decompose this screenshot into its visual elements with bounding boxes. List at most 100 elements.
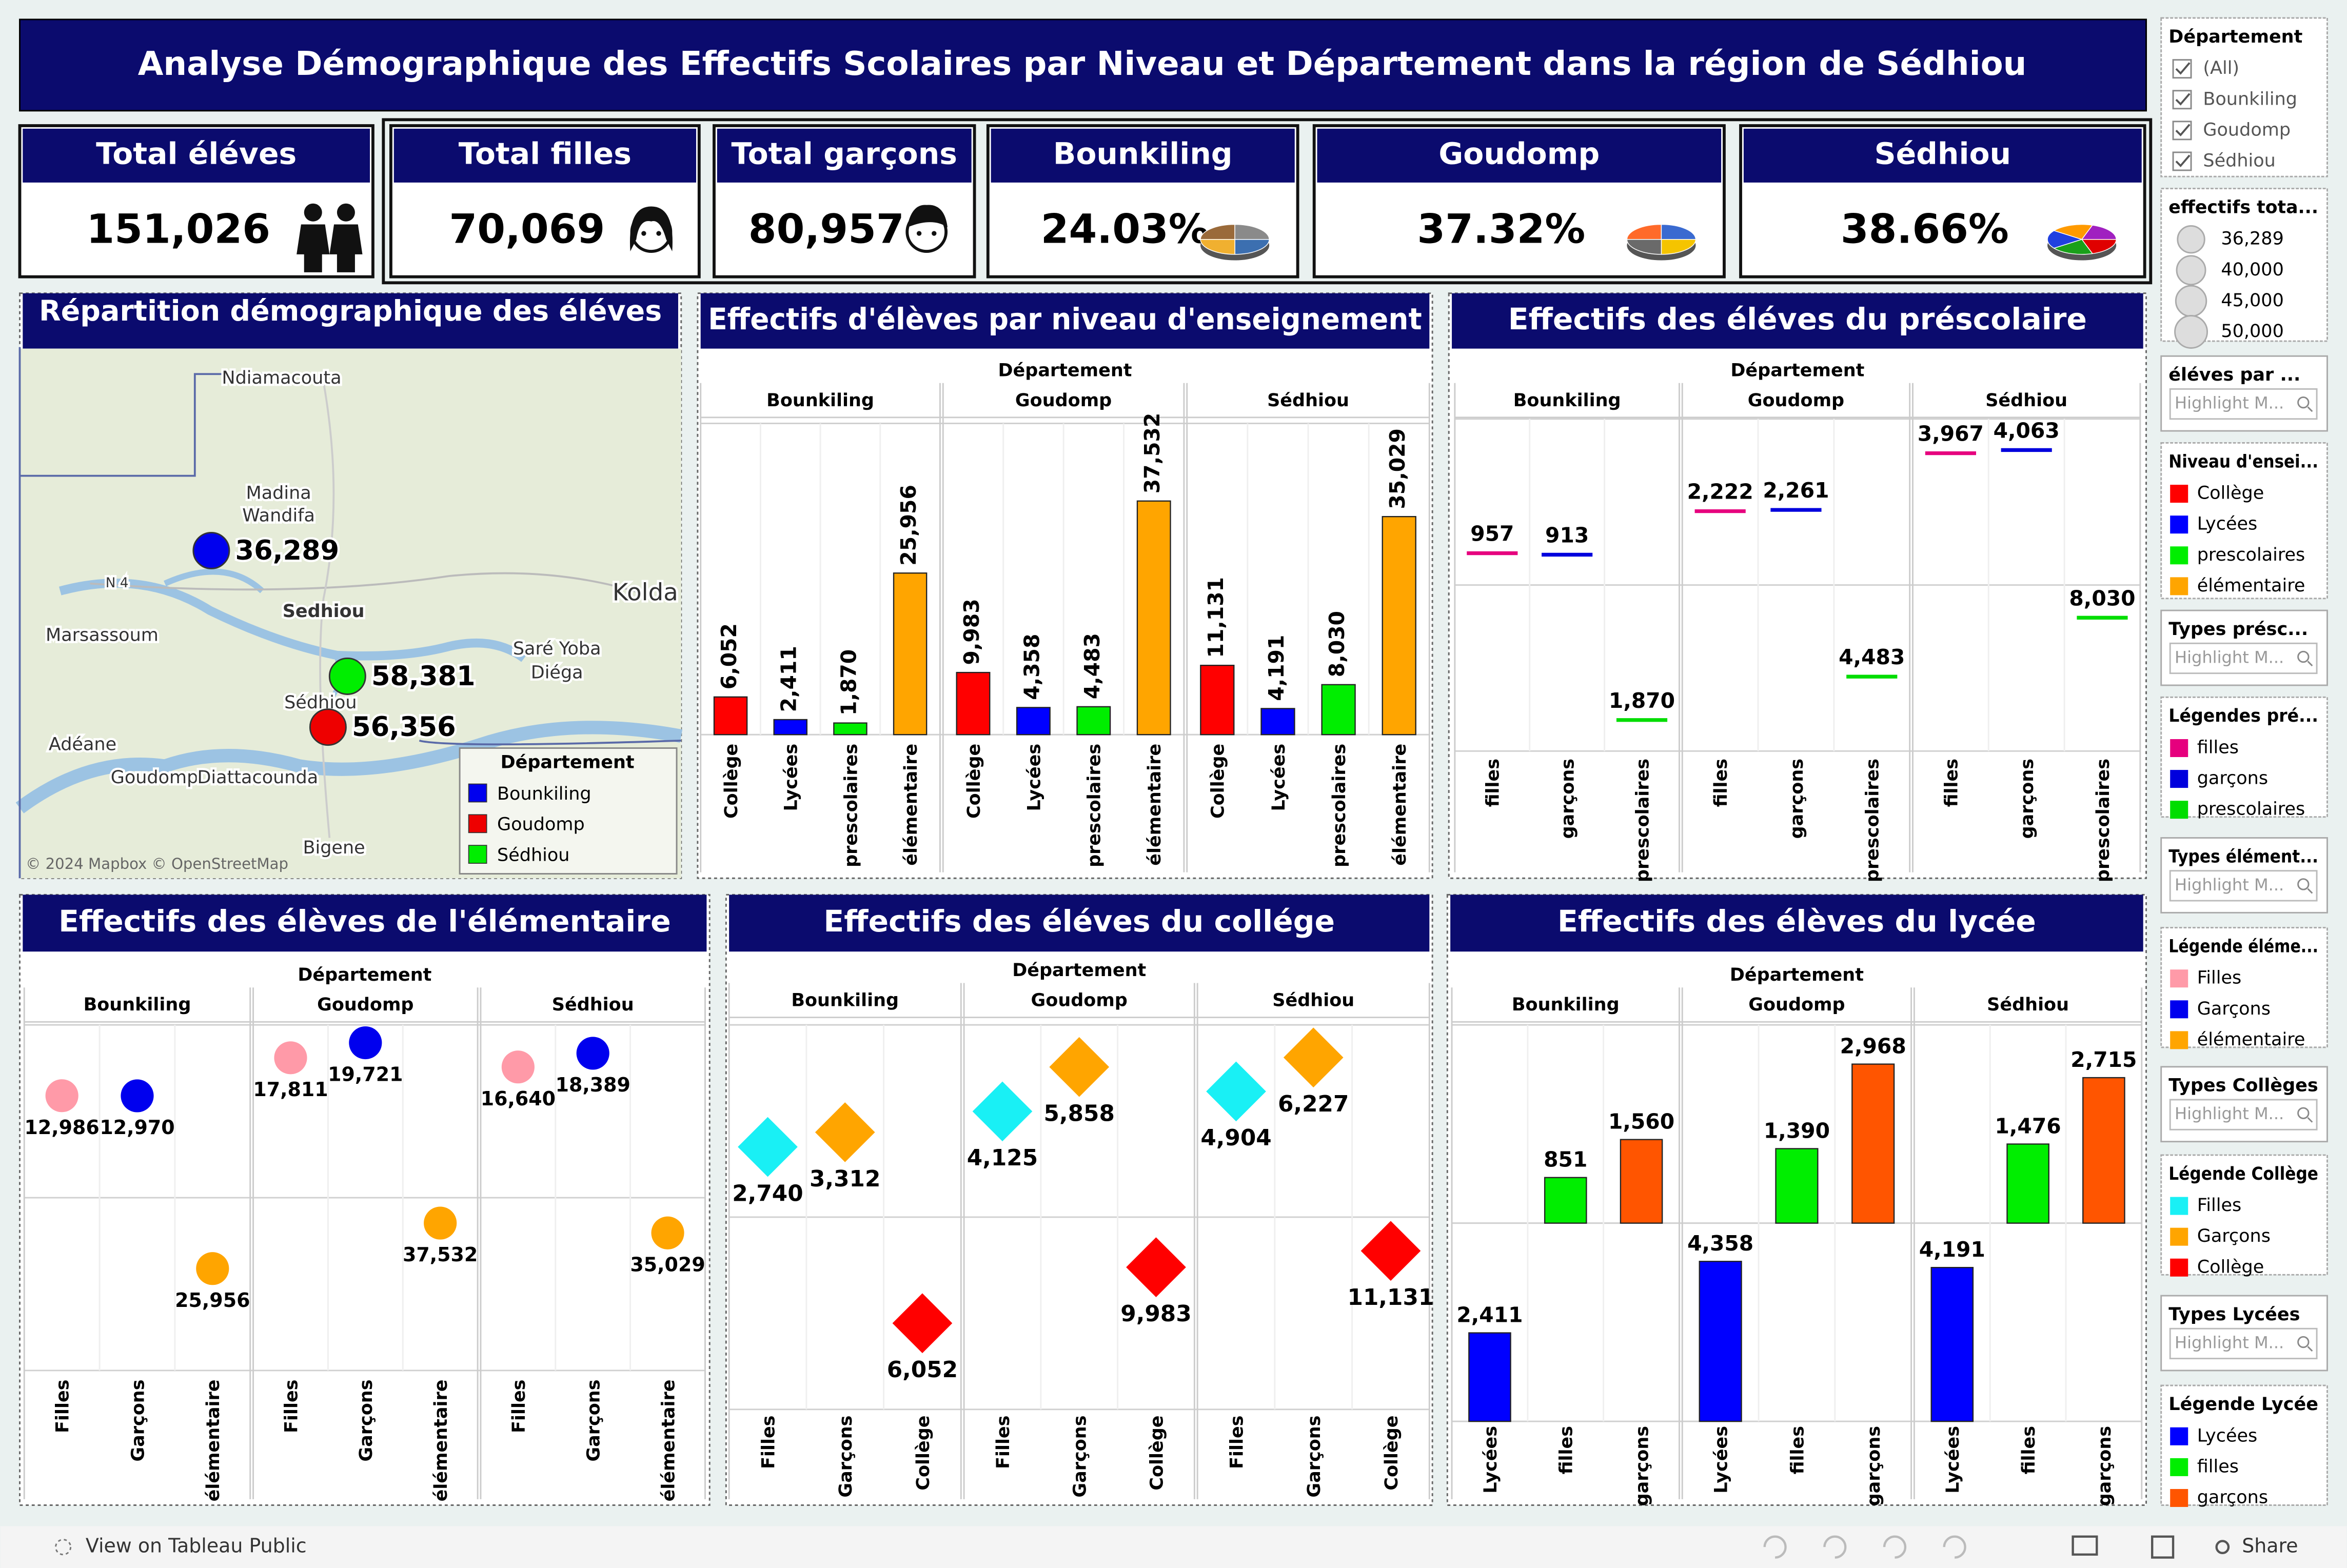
tableau-icon — [55, 1539, 72, 1556]
filter-option[interactable]: Bounkiling — [2203, 89, 2297, 109]
bar — [1620, 1139, 1663, 1224]
x-tick-label: filles — [1556, 1426, 1577, 1475]
bar — [956, 671, 991, 736]
toolbar-icon[interactable] — [1763, 1535, 1787, 1559]
filter-title: Types Collèges — [2168, 1076, 2318, 1096]
diamond-mark — [815, 1102, 875, 1162]
search-box[interactable] — [2169, 870, 2318, 902]
search-box[interactable] — [2169, 642, 2318, 674]
size-legend-label: 40,000 — [2221, 260, 2283, 280]
map-attribution: © 2024 Mapbox © OpenStreetMap — [26, 855, 288, 872]
search-placeholder[interactable]: Highlight M... — [2175, 1104, 2284, 1123]
circle-mark — [651, 1216, 684, 1249]
data-label: 17,811 — [253, 1078, 328, 1101]
chart-title-bar — [1452, 293, 2143, 349]
search-placeholder[interactable]: Highlight M... — [2175, 393, 2284, 413]
road — [90, 572, 644, 595]
fullscreen-icon[interactable] — [2151, 1535, 2175, 1559]
place-label: Marsassoum — [46, 625, 159, 646]
facet-header: Département — [1012, 960, 1146, 981]
pie-icon-slice — [2047, 230, 2083, 249]
search-icon — [2307, 661, 2313, 667]
pie-icon-slice — [2053, 239, 2094, 255]
diamond-mark — [892, 1293, 953, 1354]
size-legend-mark — [2176, 255, 2206, 286]
circle-mark — [45, 1079, 78, 1113]
legend-swatch — [2170, 577, 2188, 596]
kpi-header — [717, 128, 972, 183]
search-placeholder[interactable]: Highlight M... — [2175, 647, 2284, 667]
dashboard-title: Analyse Démographique des Effectifs Scol… — [138, 45, 2027, 83]
share-icon[interactable] — [2215, 1540, 2230, 1555]
filter-card — [2160, 1154, 2328, 1276]
search-icon — [2307, 1117, 2313, 1123]
toolbar-icon[interactable] — [1883, 1535, 1907, 1559]
toolbar-icon[interactable] — [1943, 1535, 1966, 1559]
data-label: 1,870 — [1609, 688, 1675, 713]
filter-card — [2160, 1384, 2328, 1506]
x-tick-label: élémentaire — [1390, 744, 1410, 866]
place-label: Sédhiou — [284, 692, 357, 713]
data-label: 2,411 — [1456, 1302, 1523, 1327]
legend-swatch — [2170, 969, 2188, 988]
footer-link[interactable]: View on Tableau Public — [86, 1535, 307, 1557]
bar — [1930, 1267, 1974, 1422]
x-tick-label: Garçons — [128, 1379, 148, 1461]
group-label: Bounkiling — [84, 995, 191, 1015]
map-title-bar — [23, 293, 678, 349]
kpi-label: Bounkiling — [1053, 136, 1233, 171]
kpi-header — [1317, 128, 1722, 183]
data-label: 913 — [1545, 523, 1589, 547]
bar — [1016, 707, 1051, 736]
legend-swatch — [2170, 1488, 2188, 1507]
map-legend — [459, 747, 678, 875]
pie-icon-slice — [2053, 224, 2094, 240]
chart-panel — [725, 894, 1433, 1506]
kpi-value: 37.32% — [1417, 206, 1585, 253]
diamond-mark — [1126, 1237, 1186, 1297]
pie-icon-slice — [1234, 239, 1270, 255]
x-tick-label: Collège — [964, 744, 984, 819]
filter-option[interactable]: Goudomp — [2203, 120, 2291, 140]
data-label: 2,261 — [1763, 478, 1829, 503]
x-tick-label: Filles — [509, 1379, 529, 1433]
x-tick-label: Collège — [721, 744, 742, 819]
map-bubble — [192, 531, 230, 569]
filter-title: Types Lycées — [2168, 1304, 2300, 1325]
x-tick-label: filles — [2019, 1426, 2039, 1475]
download-icon[interactable] — [2072, 1535, 2098, 1556]
data-label: 4,191 — [1919, 1237, 1985, 1262]
data-label: 4,904 — [1200, 1125, 1271, 1151]
kpi-value: 70,069 — [449, 206, 605, 253]
data-label: 8,030 — [1325, 611, 1349, 677]
x-tick-label: élémentaire — [431, 1379, 451, 1501]
legend-swatch — [2170, 1427, 2188, 1445]
checkbox[interactable] — [2172, 90, 2192, 110]
eye-icon — [656, 231, 661, 236]
kpi-label: Total garçons — [732, 136, 957, 171]
kpi-header — [393, 128, 696, 183]
footer-bar — [0, 1526, 2347, 1568]
filter-option[interactable]: Sédhiou — [2203, 150, 2275, 171]
place-label: N 4 — [106, 575, 129, 591]
search-box[interactable] — [2169, 1099, 2318, 1130]
group-label: Bounkiling — [1512, 995, 1620, 1015]
group-label: Sédhiou — [1272, 990, 1354, 1010]
checkbox[interactable] — [2172, 121, 2192, 141]
filter-card — [2160, 927, 2328, 1048]
checkbox[interactable] — [2172, 151, 2192, 171]
share-button[interactable]: Share — [2242, 1535, 2298, 1557]
river — [15, 721, 683, 813]
filter-option[interactable]: (All) — [2203, 58, 2239, 78]
legend-label: Garçons — [2197, 1226, 2271, 1246]
search-box[interactable] — [2169, 388, 2318, 420]
search-placeholder[interactable]: Highlight M... — [2175, 1333, 2284, 1352]
toolbar-icon[interactable] — [1823, 1535, 1847, 1559]
checkbox[interactable] — [2172, 59, 2192, 79]
kpi-value: 80,957 — [748, 206, 904, 253]
search-placeholder[interactable]: Highlight M... — [2175, 875, 2284, 895]
search-icon — [2307, 888, 2313, 894]
bar — [833, 722, 867, 736]
search-box[interactable] — [2169, 1327, 2318, 1360]
legend-label: Filles — [2197, 1195, 2242, 1216]
